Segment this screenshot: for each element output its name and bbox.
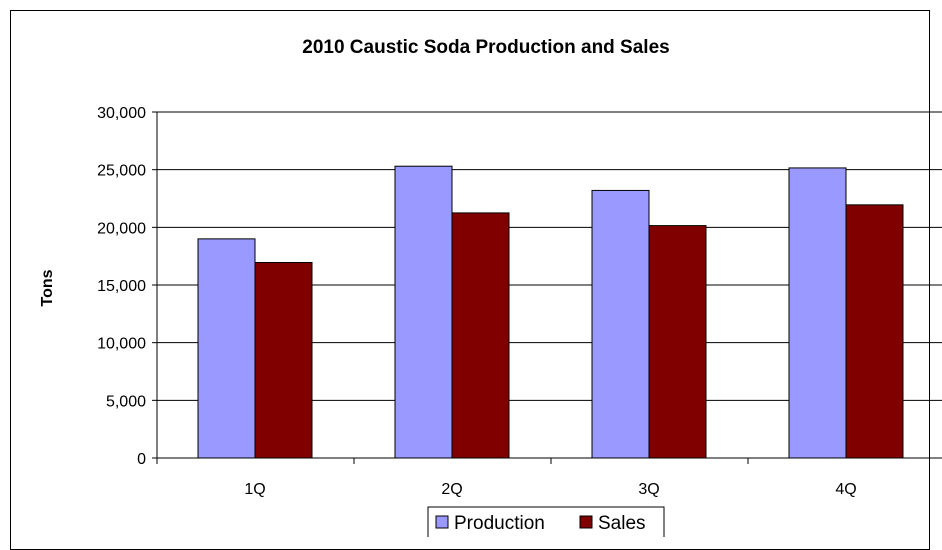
tick-labels: 0 5,000 10,000 15,000 20,000 25,000 30,000 1Q 2Q… xyxy=(97,105,857,498)
bar-sales-4q xyxy=(845,204,904,459)
y-tick-label: 30,000 xyxy=(97,105,146,122)
bar-production-2q xyxy=(394,165,453,459)
y-tick-label: 20,000 xyxy=(97,220,146,237)
legend-swatch-sales xyxy=(579,515,593,529)
bar-production-3q xyxy=(591,189,650,459)
x-tick-label: 3Q xyxy=(638,481,659,498)
legend-box xyxy=(427,506,665,537)
x-tick-label: 1Q xyxy=(244,481,265,498)
legend-swatch-production xyxy=(435,515,449,529)
y-tick-label: 10,000 xyxy=(97,336,146,353)
bar-sales-2q xyxy=(451,212,510,459)
bars xyxy=(197,165,904,459)
y-tick-label: 0 xyxy=(137,451,146,468)
bar-production-4q xyxy=(788,167,847,459)
y-axis-label: Tons xyxy=(39,269,56,306)
bar-sales-1q xyxy=(254,262,313,459)
bar-sales-3q xyxy=(648,225,707,459)
y-tick-label: 15,000 xyxy=(97,278,146,295)
chart-title: 2010 Caustic Soda Production and Sales xyxy=(302,37,669,58)
legend-label-sales: Sales xyxy=(598,513,646,534)
x-tick-label: 2Q xyxy=(441,481,462,498)
y-tick-label: 5,000 xyxy=(106,393,146,410)
legend: Production Sales xyxy=(427,506,665,537)
axes xyxy=(152,111,942,464)
x-tick-label: 4Q xyxy=(835,481,856,498)
legend-label-production: Production xyxy=(454,513,545,534)
bar-chart: 2010 Caustic Soda Production and Sales T… xyxy=(39,37,942,537)
y-tick-label: 25,000 xyxy=(97,163,146,180)
bar-production-1q xyxy=(197,238,256,459)
